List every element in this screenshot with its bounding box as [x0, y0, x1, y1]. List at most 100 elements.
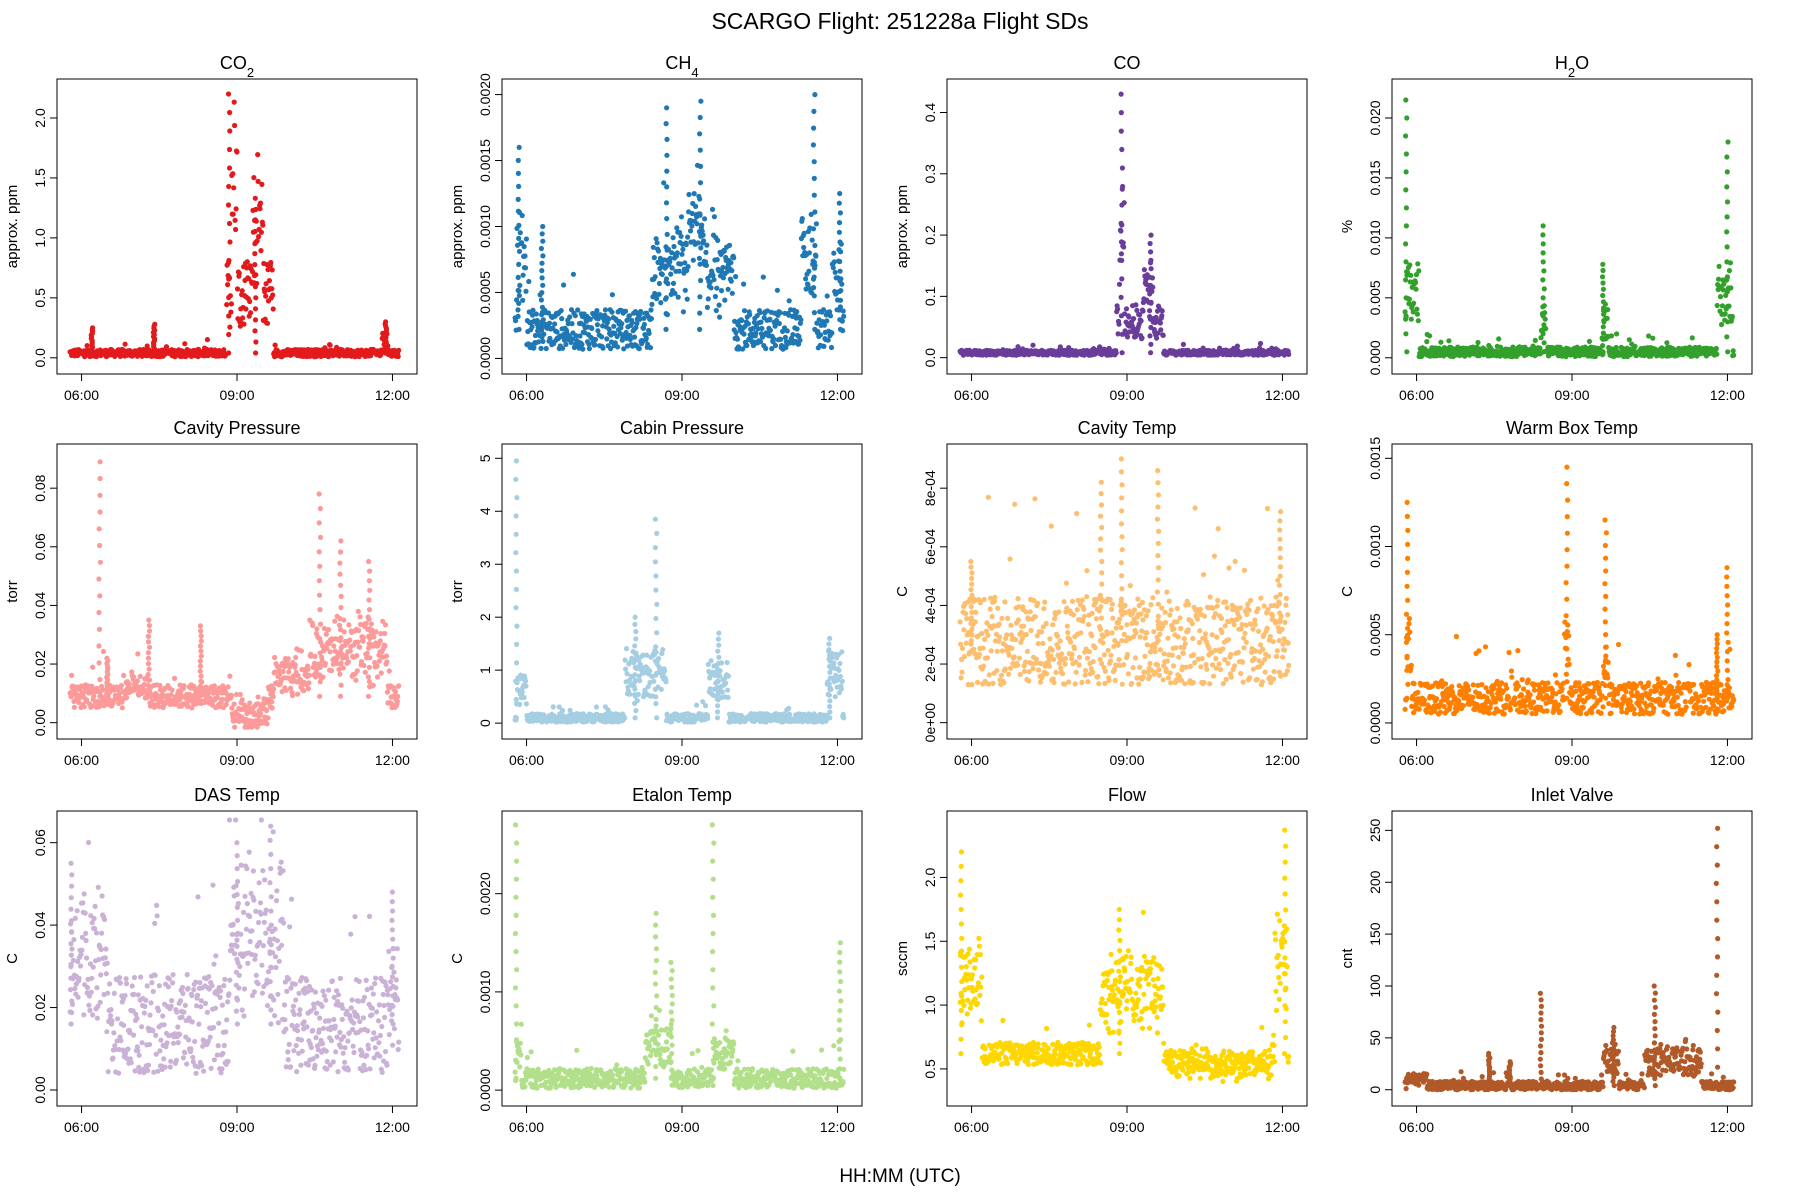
data-point	[347, 637, 353, 643]
data-point-peak	[96, 626, 103, 632]
data-point	[516, 293, 523, 299]
data-point	[985, 632, 991, 639]
data-point-peak	[827, 635, 833, 642]
data-point-peak	[663, 326, 669, 332]
data-point	[721, 248, 727, 254]
data-point	[1033, 656, 1039, 662]
data-point	[774, 287, 781, 293]
data-point	[771, 336, 777, 342]
data-point-peak	[338, 682, 344, 688]
data-point	[615, 344, 621, 350]
data-point	[570, 271, 577, 277]
data-point	[680, 309, 687, 315]
data-point	[651, 678, 657, 684]
data-point	[599, 334, 605, 340]
data-point	[741, 308, 748, 314]
data-point	[728, 260, 734, 266]
data-point-peak	[1119, 165, 1125, 171]
panel-title: CO2	[220, 53, 254, 80]
data-point	[280, 668, 286, 675]
data-point	[684, 296, 690, 302]
data-point	[396, 347, 402, 353]
data-point-peak	[827, 664, 833, 670]
data-point	[1133, 302, 1139, 308]
data-point-peak	[367, 635, 373, 642]
data-point	[984, 655, 991, 661]
data-point	[668, 271, 674, 277]
data-point	[824, 293, 830, 299]
data-point-peak	[513, 476, 519, 482]
series-points	[512, 458, 847, 725]
data-point-peak	[1600, 299, 1607, 305]
data-point-peak	[96, 660, 102, 666]
data-point	[530, 307, 536, 313]
data-point-peak	[812, 242, 818, 249]
data-point-peak	[365, 674, 371, 680]
data-point-peak	[252, 251, 258, 257]
x-tick-label: 06:00	[509, 752, 544, 768]
data-point	[1157, 320, 1163, 326]
data-point	[1013, 637, 1019, 643]
data-point-peak	[337, 638, 343, 644]
data-point-peak	[664, 152, 670, 158]
data-point	[228, 301, 234, 307]
data-point-peak	[633, 657, 639, 663]
data-point	[545, 310, 552, 316]
data-point	[963, 640, 969, 646]
data-point	[272, 342, 278, 348]
data-point	[655, 259, 661, 265]
x-tick-label: 12:00	[1265, 387, 1300, 403]
data-point-peak	[827, 669, 833, 676]
data-point	[534, 317, 540, 324]
data-point	[377, 638, 383, 644]
data-point-peak	[1118, 128, 1124, 134]
data-point-peak	[338, 649, 344, 655]
data-point	[247, 298, 253, 305]
x-tick-label: 12:00	[375, 387, 410, 403]
data-point-peak	[316, 578, 322, 584]
data-point-peak	[827, 703, 833, 710]
data-point	[268, 259, 274, 266]
data-point	[310, 622, 316, 629]
data-point	[684, 267, 690, 274]
data-point-peak	[715, 648, 721, 654]
data-point-peak	[811, 175, 817, 181]
data-point-peak	[1540, 250, 1546, 256]
data-point-peak	[1600, 336, 1606, 342]
data-point	[234, 149, 240, 155]
data-point	[825, 337, 831, 343]
data-point	[1180, 341, 1186, 347]
data-point-peak	[1541, 268, 1547, 274]
data-point	[633, 324, 639, 331]
x-tick-label: 06:00	[1399, 387, 1434, 403]
y-axis-label: approx. ppm	[449, 185, 466, 268]
data-point-peak	[253, 206, 259, 212]
data-point	[395, 353, 401, 360]
data-point	[1408, 272, 1414, 278]
data-point	[382, 630, 388, 637]
data-point	[270, 306, 276, 312]
data-point	[830, 265, 836, 271]
data-point	[699, 222, 705, 228]
data-point-peak	[836, 229, 843, 235]
data-point	[266, 278, 272, 284]
data-point-peak	[632, 621, 638, 628]
data-point-peak	[540, 282, 546, 288]
data-point	[522, 253, 528, 259]
data-point	[755, 326, 761, 332]
data-point-peak	[715, 636, 722, 642]
data-point-peak	[152, 321, 158, 327]
data-point-peak	[338, 538, 344, 544]
data-point	[232, 724, 238, 730]
data-point	[221, 347, 227, 353]
data-point-peak	[1601, 305, 1607, 311]
data-point	[702, 703, 709, 709]
data-point-peak	[697, 310, 703, 316]
data-point	[725, 687, 731, 693]
data-point	[328, 668, 335, 674]
data-point	[832, 694, 838, 700]
data-point	[757, 339, 764, 345]
data-point-peak	[826, 647, 832, 653]
data-point	[691, 191, 697, 197]
data-point-peak	[1119, 202, 1125, 208]
